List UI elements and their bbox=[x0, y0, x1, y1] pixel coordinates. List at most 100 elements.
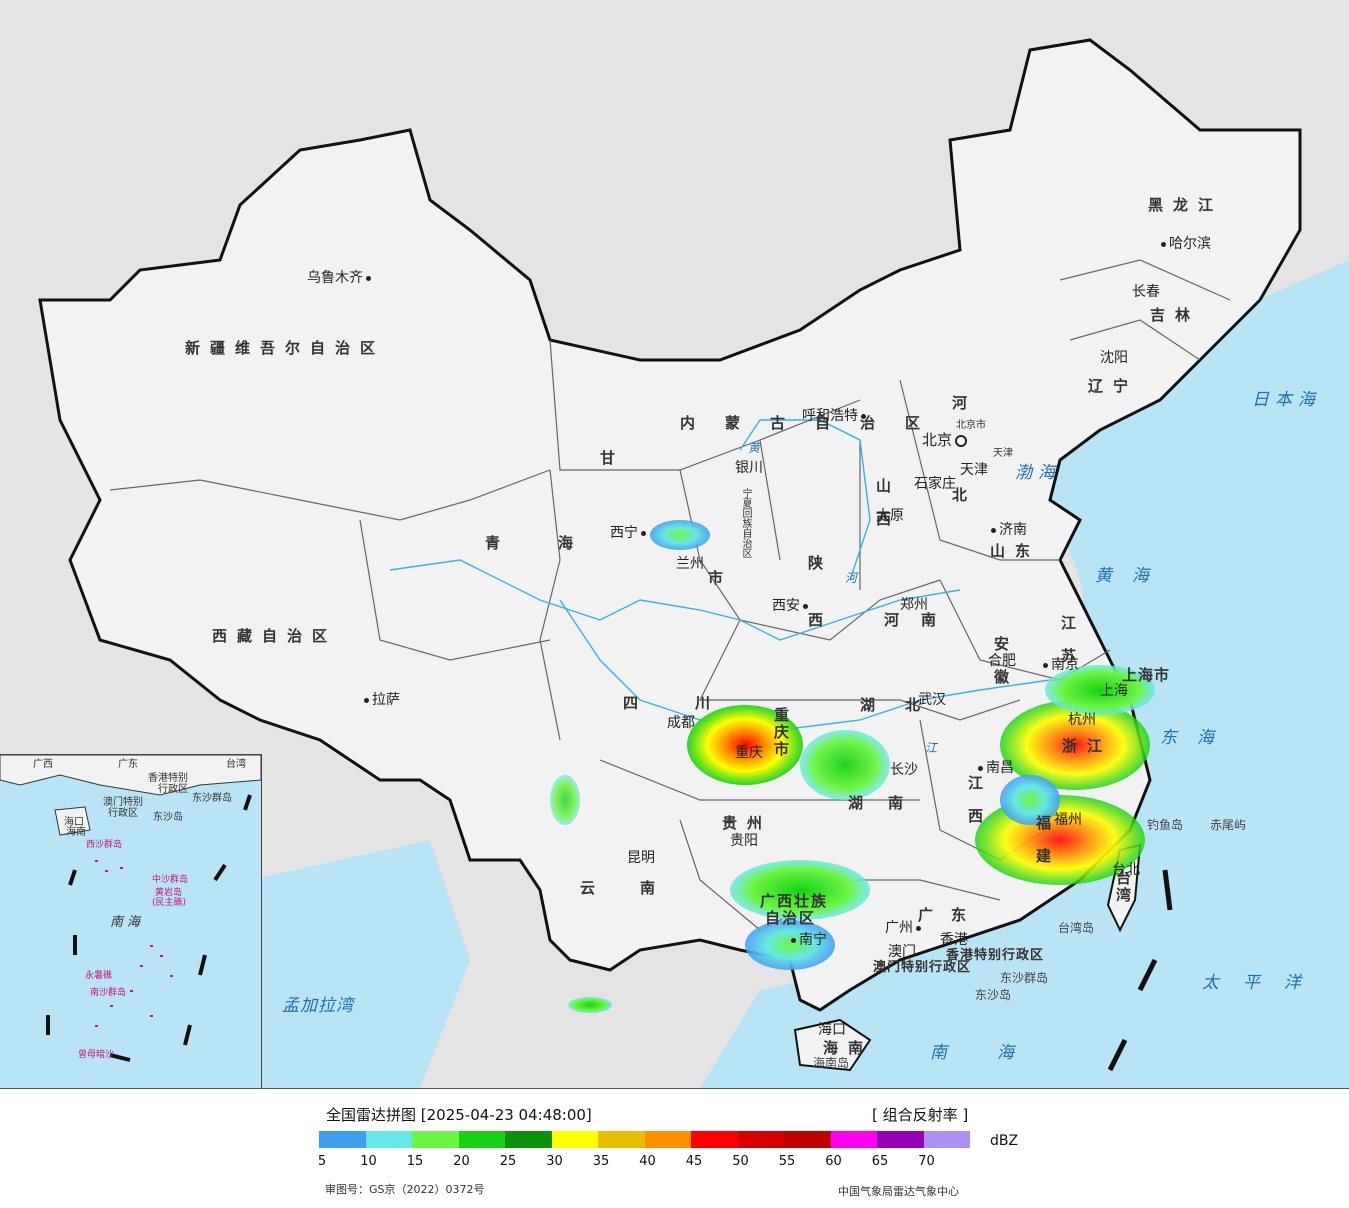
island-diaoyu: 钓鱼岛 bbox=[1147, 818, 1184, 832]
river-he-label: 河 bbox=[845, 571, 858, 585]
color-scale-tick: 65 bbox=[871, 1154, 889, 1169]
color-scale-tick: 20 bbox=[453, 1154, 470, 1169]
color-swatch-10 bbox=[784, 1131, 831, 1148]
inset-taiwan: 台湾 bbox=[226, 759, 246, 770]
city-chongqing: 重庆 bbox=[735, 745, 763, 761]
city-guangzhou: 广州 bbox=[885, 920, 924, 936]
legend-unit: dBZ bbox=[990, 1133, 1019, 1149]
city-xining: 西宁 bbox=[610, 525, 649, 541]
region-gansu: 甘 bbox=[600, 449, 626, 467]
city-xian: 西安 bbox=[772, 598, 811, 614]
region-guangdong: 广东 bbox=[918, 906, 985, 924]
color-swatch-8 bbox=[691, 1131, 738, 1148]
sea-east: 东海 bbox=[1160, 728, 1234, 748]
region-sichuan-2: 川 bbox=[695, 694, 721, 712]
island-dongsha-2: 东沙岛 bbox=[975, 988, 1012, 1002]
color-swatch-5 bbox=[551, 1131, 598, 1148]
city-shanghai: 上海 bbox=[1100, 683, 1128, 699]
inset-hainan: 海南 bbox=[66, 827, 86, 838]
region-chongqing: 重庆市 bbox=[772, 707, 790, 758]
inset-dongsha: 东沙群岛 bbox=[192, 793, 232, 804]
sea-south: 南海 bbox=[930, 1043, 1064, 1063]
sea-japan: 日本海 bbox=[1252, 390, 1321, 410]
region-fujian: 福建 bbox=[1034, 815, 1052, 881]
color-swatch-3 bbox=[458, 1131, 505, 1148]
color-scale-tick: 35 bbox=[592, 1154, 610, 1169]
region-zhejiang: 浙江 bbox=[1062, 737, 1113, 755]
river-jiang-label: 江 bbox=[925, 741, 938, 755]
region-xinjiang: 新疆维吾尔自治区 bbox=[185, 339, 386, 357]
city-nanning: 南宁 bbox=[788, 932, 827, 948]
city-nanjing: 南京 bbox=[1040, 657, 1079, 673]
inset-macau-2: 行政区 bbox=[108, 808, 138, 819]
sea-area-bengal bbox=[250, 840, 470, 1088]
city-taipei: 台北 bbox=[1112, 862, 1140, 878]
organization-name: 中国气象局雷达气象中心 bbox=[838, 1185, 959, 1198]
color-scale-tick: 30 bbox=[546, 1154, 563, 1169]
region-taiwan: 台湾 bbox=[1114, 870, 1132, 904]
color-swatch-9 bbox=[737, 1131, 784, 1148]
color-scale-tick: 70 bbox=[918, 1154, 935, 1169]
region-hubei-1: 湖 bbox=[860, 696, 886, 714]
region-sichuan-1: 四 bbox=[623, 694, 649, 712]
inset-macau: 澳门特别 bbox=[103, 797, 143, 808]
color-swatch-4 bbox=[505, 1131, 552, 1148]
island-taiwan: 台湾岛 bbox=[1058, 921, 1095, 935]
city-changchun: 长春 bbox=[1132, 284, 1160, 300]
city-hongkong: 香港 bbox=[940, 932, 968, 948]
region-ningxia: 宁夏回族自治区 bbox=[740, 488, 751, 558]
inset-hk: 香港特别 bbox=[148, 773, 188, 784]
hainan-land bbox=[793, 1018, 872, 1072]
city-fuzhou: 福州 bbox=[1054, 812, 1082, 828]
inset-zhongsha: 中沙群岛 bbox=[152, 875, 189, 885]
region-shanghai: 上海市 bbox=[1122, 666, 1171, 684]
region-shanxi: 山西 bbox=[874, 478, 892, 544]
color-scale-ticks: 5 10 15 20 25 30 35 40 45 50 55 60 65 70 bbox=[318, 1154, 979, 1172]
region-neimenggu: 内蒙古自治区 bbox=[680, 414, 951, 432]
legend-panel: 全国雷达拼图 [2025-04-23 04:48:00] [ 组合反射率 ] d… bbox=[0, 1089, 1349, 1208]
sea-area-east bbox=[700, 260, 1349, 1088]
city-harbin: 哈尔滨 bbox=[1158, 236, 1211, 252]
region-hebei-2: 北 bbox=[952, 486, 978, 504]
city-shenyang: 沈阳 bbox=[1100, 350, 1128, 366]
region-qinghai-2: 海 bbox=[558, 534, 584, 552]
inset-nansha: 南沙群岛 bbox=[90, 988, 127, 998]
city-changsha: 长沙 bbox=[890, 762, 918, 778]
city-guiyang: 贵阳 bbox=[730, 833, 758, 849]
inset-guangdong: 广东 bbox=[118, 759, 138, 770]
region-guangxi-1: 广西壮族 bbox=[760, 892, 829, 910]
color-scale-tick: 55 bbox=[778, 1154, 796, 1169]
region-hebei-1: 河 bbox=[952, 394, 978, 412]
color-swatch-12 bbox=[877, 1131, 924, 1148]
region-macau: 澳门特别行政区 bbox=[873, 960, 972, 975]
radar-echoes bbox=[550, 520, 1155, 1013]
color-swatch-7 bbox=[644, 1131, 691, 1148]
region-hainan: 海南 bbox=[823, 1039, 874, 1057]
region-hunan-2: 南 bbox=[888, 794, 914, 812]
city-wuhan: 武汉 bbox=[918, 692, 946, 708]
region-jiangsu: 江苏 bbox=[1059, 615, 1077, 681]
city-haikou: 海口 bbox=[818, 1022, 846, 1038]
city-lhasa: 拉萨 bbox=[361, 692, 400, 708]
city-chengdu: 成都 bbox=[667, 715, 695, 731]
map-canvas bbox=[38, 38, 1349, 1088]
region-hubei-2: 北 bbox=[905, 696, 931, 714]
inset-south-sea: 南海 bbox=[110, 915, 145, 930]
color-swatch-6 bbox=[598, 1131, 645, 1148]
inset-yongshu: 永暑礁 bbox=[85, 971, 113, 981]
sea-pacific: 太平洋 bbox=[1202, 973, 1325, 993]
nine-dash-line bbox=[1107, 869, 1173, 1072]
color-scale-tick: 50 bbox=[732, 1154, 749, 1169]
region-jiangxi: 江西 bbox=[966, 775, 984, 841]
region-henan: 河南 bbox=[884, 611, 959, 629]
color-scale-tick: 60 bbox=[825, 1154, 842, 1169]
legend-title: 全国雷达拼图 [2025-04-23 04:48:00] bbox=[326, 1106, 592, 1124]
region-yunnan-2: 南 bbox=[640, 879, 666, 897]
city-hangzhou: 杭州 bbox=[1068, 712, 1096, 728]
color-swatch-13 bbox=[923, 1131, 970, 1148]
color-swatch-11 bbox=[830, 1131, 877, 1148]
rivers bbox=[389, 419, 1101, 731]
city-taiyuan: 太原 bbox=[876, 508, 904, 524]
city-shijiazhuang: 石家庄 bbox=[914, 476, 956, 492]
city-tianjin-small: 天津 bbox=[993, 448, 1013, 459]
